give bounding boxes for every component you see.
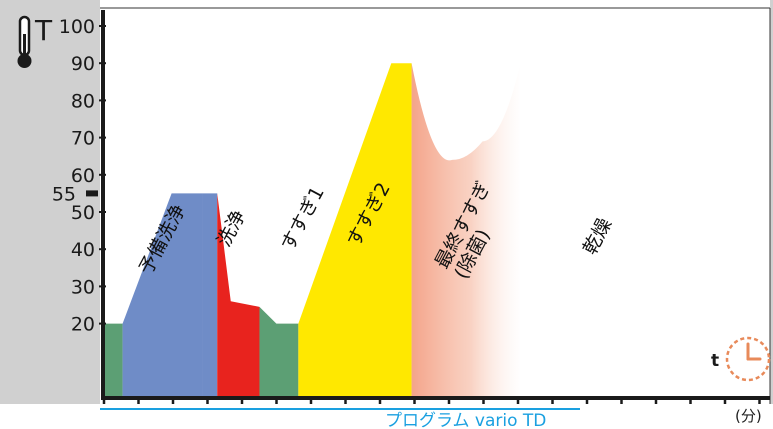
phase-area-5 (298, 63, 412, 398)
clock-icon (725, 336, 771, 382)
phase-area-4 (259, 306, 299, 398)
marker-55-label: 55 (52, 183, 76, 205)
y-tick-label-20: 20 (71, 314, 95, 336)
y-axis-ticks: 20 30 40 50 60 70 80 90 100 (59, 16, 106, 336)
y-tick-label-80: 80 (71, 90, 95, 112)
phase-area-3 (217, 193, 260, 398)
phase-area-0 (104, 323, 123, 398)
y-tick-label-100: 100 (59, 16, 95, 38)
y-tick-label-70: 70 (71, 128, 95, 150)
phase-area-6 (411, 63, 520, 398)
x-unit-label: (分) (735, 407, 762, 425)
x-axis-ticks (102, 397, 761, 404)
x-axis-title: t (711, 351, 719, 371)
phase-areas (104, 63, 520, 398)
y-axis-title: T (34, 14, 53, 47)
y-tick-label-90: 90 (71, 53, 95, 75)
y-tick-label-50: 50 (71, 202, 95, 224)
marker-55-bar (86, 190, 98, 197)
thermometer-icon (17, 15, 32, 68)
program-label: プログラム vario TD (385, 411, 546, 429)
phase-area-1 (122, 193, 203, 398)
phase-area-2 (202, 193, 218, 398)
y-tick-label-40: 40 (71, 239, 95, 261)
y-tick-label-30: 30 (71, 276, 95, 298)
left-panel (0, 0, 100, 404)
y-tick-label-60: 60 (71, 165, 95, 187)
right-panel (770, 0, 773, 404)
